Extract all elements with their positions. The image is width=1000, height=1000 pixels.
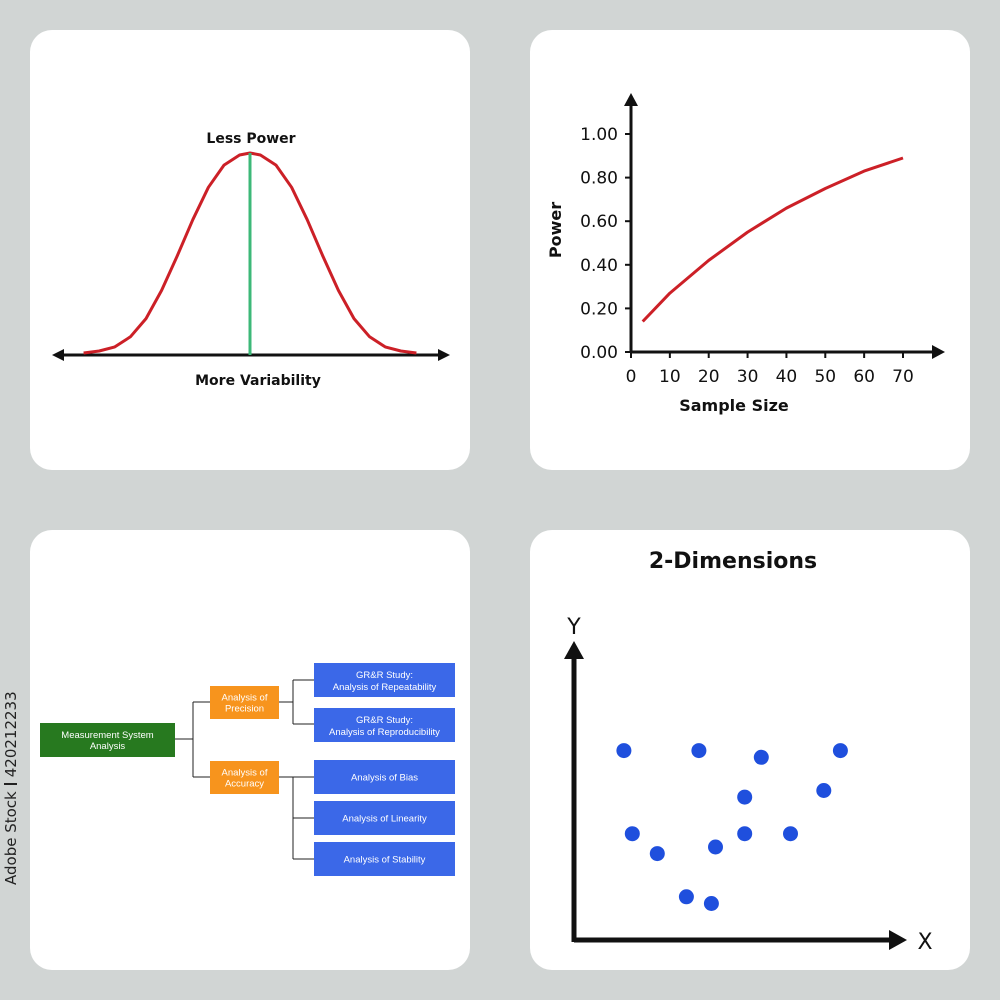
power-curve-line xyxy=(641,156,904,323)
scatter-panel: 2-Dimensions Y X xyxy=(530,530,970,970)
scatter-point xyxy=(616,743,632,759)
x-tick-labels: 0 10 20 30 40 50 60 70 xyxy=(626,352,914,387)
root-node: Measurement System Analysis xyxy=(40,723,175,757)
precision-node-label: Analysis of Precision xyxy=(222,693,268,715)
msa-tree-diagram: Measurement System Analysis Analysis of Pr… xyxy=(40,663,455,876)
x-axis-label: X xyxy=(917,930,932,955)
leaf-node-bias: Analysis of Bias xyxy=(314,760,455,794)
reproducibility-node-label: GR&R Study: Analysis of Reproducibility xyxy=(329,715,440,738)
y-axis-label: Y xyxy=(566,615,581,640)
y-tick-labels: 0.00 0.20 0.40 0.60 0.80 1.00 xyxy=(580,125,631,363)
x-axis-label: More Variability xyxy=(195,373,321,389)
accuracy-node-label: Analysis of Accuracy xyxy=(222,768,268,790)
root-node-label: Measurement System Analysis xyxy=(61,730,153,752)
y-tick-label: 0.20 xyxy=(580,299,618,319)
normal-curve-chart: Less Power More Variability xyxy=(52,131,450,389)
scatter-point xyxy=(708,839,723,855)
linearity-node-box xyxy=(314,801,455,835)
chart-title: 2-Dimensions xyxy=(649,549,817,574)
x-tick-label: 0 xyxy=(626,367,637,387)
separator-bar xyxy=(4,783,17,786)
stock-id-number: 420212233 xyxy=(2,691,20,778)
branch-node-precision: Analysis of Precision xyxy=(210,686,279,719)
scatter-point xyxy=(737,789,753,805)
branch-node-accuracy: Analysis of Accuracy xyxy=(210,761,279,794)
scatter-point xyxy=(703,896,719,911)
chart-axes xyxy=(624,93,945,359)
leaf-node-linearity: Analysis of Linearity xyxy=(314,801,455,835)
y-tick-label: 0.00 xyxy=(580,343,618,363)
power-curve-panel: 0.00 0.20 0.40 0.60 0.80 1.00 0 10 20 30 40 50 60 70… xyxy=(530,30,970,470)
repeatability-node-label: GR&R Study: Analysis of Repeatability xyxy=(333,670,437,693)
precision-node-box xyxy=(210,686,279,719)
chart-axes xyxy=(564,641,907,950)
bias-node-label: Analysis of Bias xyxy=(351,773,418,784)
scatter-point xyxy=(783,826,798,842)
x-tick-label: 40 xyxy=(776,367,798,387)
y-tick-label: 0.80 xyxy=(580,169,618,189)
y-axis-label: Power xyxy=(546,202,565,258)
connector-lines xyxy=(175,679,314,860)
y-tick-label: 1.00 xyxy=(580,125,618,145)
stock-brand-label: Adobe Stock xyxy=(2,791,20,885)
leaf-node-reproducibility: GR&R Study: Analysis of Reproducibility xyxy=(314,708,455,742)
scatter-points xyxy=(616,743,848,911)
linearity-node-label: Analysis of Linearity xyxy=(342,814,427,825)
y-tick-label: 0.40 xyxy=(580,256,618,276)
leaf-node-stability: Analysis of Stability xyxy=(314,842,455,876)
msa-diagram-panel: Measurement System Analysis Analysis of Pr… xyxy=(30,530,470,970)
scatter-point xyxy=(737,826,753,842)
scatter-point xyxy=(816,783,832,798)
scatter-point xyxy=(649,846,665,862)
x-tick-label: 60 xyxy=(853,367,875,387)
power-curve-chart: 0.00 0.20 0.40 0.60 0.80 1.00 0 10 20 30 40 50 60 70… xyxy=(546,93,945,415)
stability-node-box xyxy=(314,842,455,876)
scatter-point xyxy=(832,743,848,759)
reproducibility-node-box xyxy=(314,708,455,742)
bias-node-box xyxy=(314,760,455,794)
scatter-point xyxy=(753,749,769,765)
stock-id-watermark: Adobe Stock 420212233 xyxy=(2,691,20,885)
scatter-chart: 2-Dimensions Y X xyxy=(564,549,933,955)
leaf-node-repeatability: GR&R Study: Analysis of Repeatability xyxy=(314,663,455,697)
repeatability-node-box xyxy=(314,663,455,697)
scatter-point xyxy=(624,826,640,842)
stability-node-label: Analysis of Stability xyxy=(344,855,426,866)
x-tick-label: 20 xyxy=(698,367,720,387)
y-tick-label: 0.60 xyxy=(580,212,618,232)
x-tick-label: 30 xyxy=(737,367,759,387)
x-tick-label: 50 xyxy=(814,367,836,387)
normal-curve-panel: Less Power More Variability xyxy=(30,30,470,470)
scatter-point xyxy=(678,889,694,905)
accuracy-node-box xyxy=(210,761,279,794)
x-tick-label: 10 xyxy=(659,367,681,387)
root-node-box xyxy=(40,723,175,757)
curve-top-label: Less Power xyxy=(206,131,295,147)
x-axis-label: Sample Size xyxy=(679,396,789,415)
scatter-point xyxy=(691,743,707,759)
x-tick-label: 70 xyxy=(892,367,914,387)
